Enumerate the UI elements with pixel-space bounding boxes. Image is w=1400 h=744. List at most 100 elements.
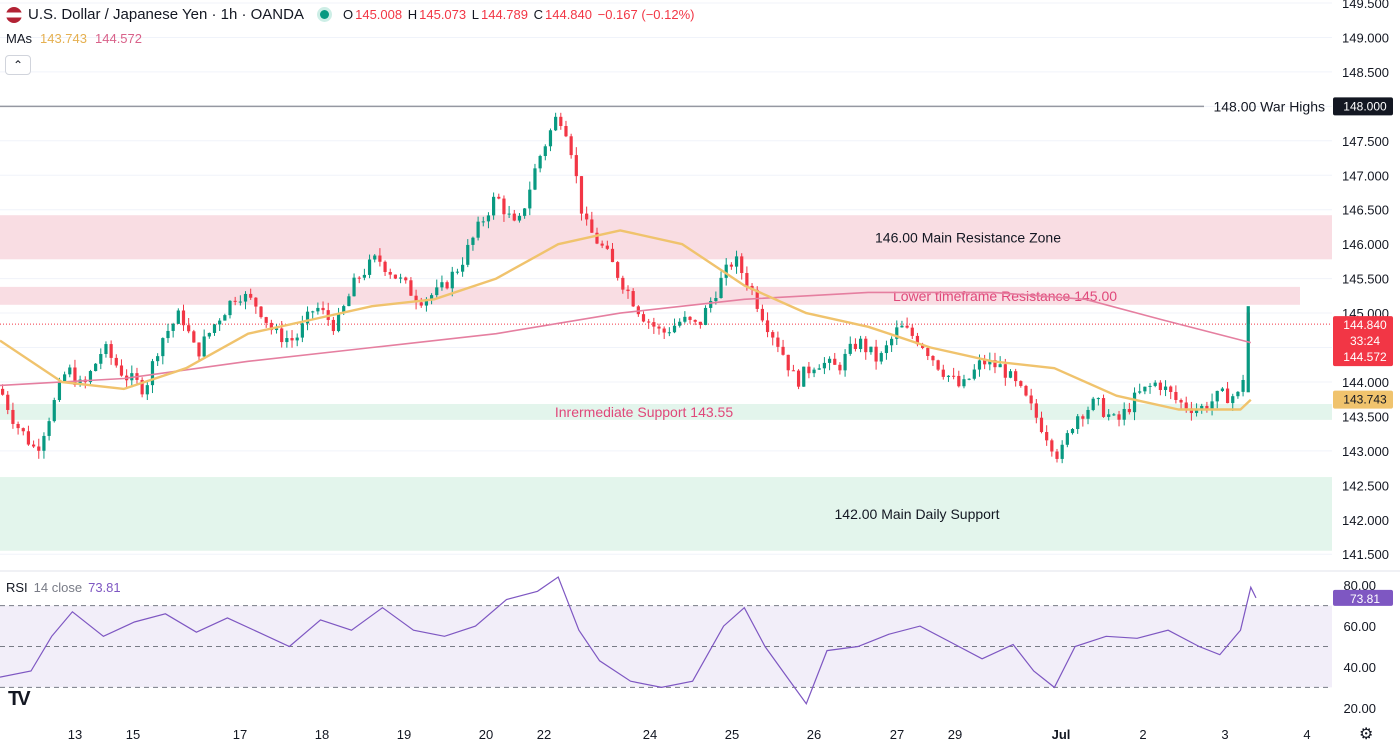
candle-body bbox=[1194, 410, 1199, 414]
ma-fast-line bbox=[0, 229, 1252, 411]
candle-body bbox=[207, 332, 211, 337]
candle-body bbox=[445, 282, 449, 289]
candle-body bbox=[1174, 391, 1178, 400]
candle-body bbox=[367, 259, 372, 275]
candle-body bbox=[16, 423, 20, 429]
candle-body bbox=[833, 358, 837, 365]
x-tick-label: 15 bbox=[126, 727, 140, 742]
x-tick-label: 27 bbox=[890, 727, 904, 742]
candle-body bbox=[848, 343, 852, 354]
candle-body bbox=[0, 388, 5, 395]
x-tick-label: 19 bbox=[397, 727, 411, 742]
candle-body bbox=[869, 346, 873, 353]
zone-label: Lower timeframe Resistance 145.00 bbox=[893, 288, 1117, 304]
tradingview-logo[interactable]: TV bbox=[8, 688, 30, 711]
settings-gear-icon[interactable]: ⚙ bbox=[1359, 726, 1374, 743]
y-tick-label: 143.000 bbox=[1342, 444, 1389, 459]
x-tick-label: 17 bbox=[233, 727, 247, 742]
chevron-up-icon: ⌃ bbox=[12, 58, 24, 72]
candle-body bbox=[1039, 417, 1044, 433]
candle-body bbox=[962, 379, 966, 387]
ma-legend[interactable]: MAs 143.743 144.572 bbox=[6, 31, 142, 46]
candle-body bbox=[595, 232, 599, 244]
candle-body bbox=[1019, 381, 1023, 386]
candle-body bbox=[507, 213, 511, 215]
candle-body bbox=[378, 255, 382, 262]
candle-body bbox=[590, 219, 594, 233]
level-badge-text: 148.000 bbox=[1343, 99, 1387, 113]
symbol-legend[interactable]: U.S. Dollar / Japanese Yen · 1h · OANDA … bbox=[6, 6, 696, 23]
candle-body bbox=[68, 367, 72, 375]
candle-body bbox=[698, 321, 702, 325]
candle-body bbox=[414, 295, 418, 303]
zone-label: 146.00 Main Resistance Zone bbox=[875, 229, 1061, 245]
x-tick-label: 13 bbox=[68, 727, 82, 742]
rsi-tick-label: 80.00 bbox=[1343, 578, 1376, 593]
candle-body bbox=[243, 293, 248, 302]
y-tick-label: 143.500 bbox=[1342, 409, 1389, 424]
x-tick-label: 22 bbox=[537, 727, 551, 742]
candle-body bbox=[1091, 398, 1095, 410]
candle-body bbox=[181, 310, 186, 326]
rsi-legend[interactable]: RSI 14 close 73.81 bbox=[6, 580, 121, 595]
rsi-tick-label: 20.00 bbox=[1343, 701, 1376, 716]
rsi-value: 73.81 bbox=[88, 580, 121, 595]
candle-body bbox=[6, 394, 10, 410]
low-value: 144.789 bbox=[480, 7, 528, 22]
x-tick-label: 20 bbox=[479, 727, 493, 742]
price-badges: 148.000 144.840 33:24 144.572 143.743 73.81 bbox=[1333, 97, 1393, 606]
candle-body bbox=[652, 322, 656, 327]
candle-body bbox=[564, 125, 568, 137]
x-tick-label: 24 bbox=[643, 727, 657, 742]
candle-body bbox=[672, 325, 677, 333]
candle-body bbox=[1008, 371, 1013, 378]
candle-body bbox=[977, 360, 982, 370]
close-label: C bbox=[533, 7, 543, 22]
candle-body bbox=[466, 244, 470, 265]
y-tick-label: 149.500 bbox=[1342, 0, 1389, 11]
axes: 141.500 142.000 142.500 143.000 143.500 144.0… bbox=[68, 0, 1389, 742]
candle-body bbox=[435, 287, 439, 296]
y-tick-label: 147.500 bbox=[1342, 134, 1389, 149]
candle-body bbox=[1029, 395, 1033, 404]
candle-body bbox=[512, 213, 516, 221]
candle-body bbox=[678, 321, 682, 326]
y-tick-label: 145.500 bbox=[1342, 272, 1389, 287]
zones: 146.00 Main Resistance Zone Lower timefra… bbox=[0, 215, 1332, 551]
candle-body bbox=[373, 255, 377, 260]
open-label: O bbox=[342, 7, 354, 22]
ma-fast-value: 143.743 bbox=[40, 31, 87, 46]
candle-body bbox=[827, 358, 832, 363]
symbol-title[interactable]: U.S. Dollar / Japanese Yen · 1h · OANDA bbox=[28, 6, 304, 23]
candle-body bbox=[156, 356, 160, 362]
rsi-label: RSI bbox=[6, 580, 28, 595]
y-tick-label: 141.500 bbox=[1342, 547, 1389, 562]
x-tick-label: 18 bbox=[315, 727, 329, 742]
candle-body bbox=[554, 116, 558, 131]
candle-body bbox=[683, 316, 687, 322]
candle-body bbox=[1231, 396, 1235, 404]
candle-body bbox=[78, 379, 82, 385]
candle-body bbox=[259, 306, 263, 318]
y-tick-label: 146.000 bbox=[1342, 237, 1389, 252]
candle-body bbox=[765, 320, 770, 333]
candle-body bbox=[424, 299, 429, 306]
candle-body bbox=[202, 336, 206, 357]
candle-body bbox=[626, 289, 630, 292]
candle-body bbox=[1076, 416, 1080, 430]
candle-body bbox=[812, 369, 816, 374]
candle-body bbox=[269, 322, 273, 331]
candle-body bbox=[471, 237, 475, 245]
candle-body bbox=[450, 271, 454, 289]
candle-body bbox=[559, 116, 563, 126]
collapse-legend-button[interactable]: ⌃ bbox=[5, 55, 31, 75]
candle-body bbox=[714, 297, 718, 302]
candle-body bbox=[223, 315, 227, 321]
candle-body bbox=[972, 369, 976, 379]
candle-body bbox=[853, 343, 858, 349]
candle-body bbox=[931, 355, 935, 361]
candle-body bbox=[936, 360, 940, 370]
candle-body bbox=[890, 338, 894, 346]
zone-label: Inrermediate Support 143.55 bbox=[555, 404, 733, 420]
